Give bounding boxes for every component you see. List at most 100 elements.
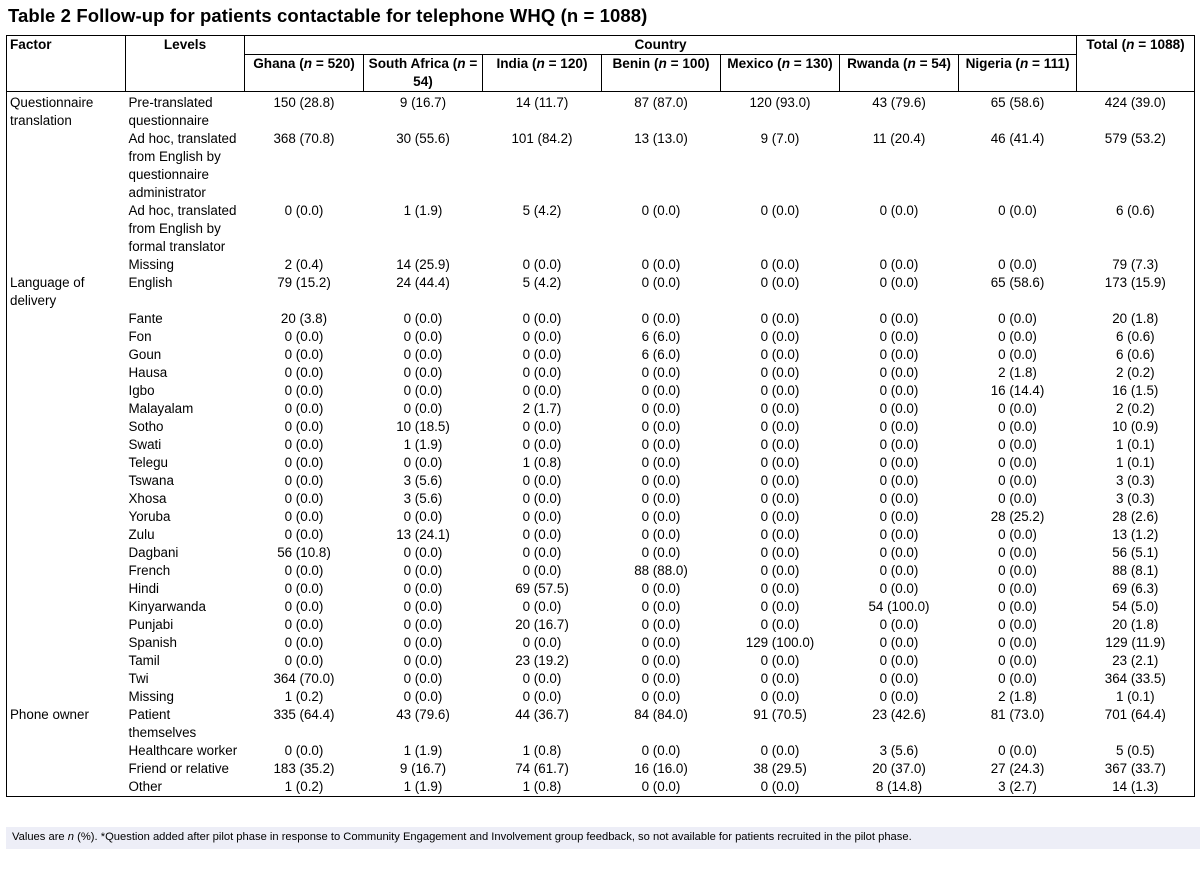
value-cell: 424 (39.0) [1076, 91, 1196, 130]
factor-cell [6, 562, 126, 580]
value-cell: 0 (0.0) [284, 401, 324, 416]
value-cell: 0 (0.0) [998, 329, 1037, 344]
factor-cell [6, 634, 126, 652]
level-cell: Telegu [128, 455, 168, 470]
value-cell: 0 (0.0) [879, 455, 919, 470]
value-cell: 13 (1.2) [1076, 526, 1196, 544]
value-cell: 0 (0.0) [403, 599, 443, 614]
value-cell: 88 (8.1) [1076, 562, 1196, 580]
value-cell: 0 (0.0) [879, 347, 919, 362]
value-cell: 0 (0.0) [760, 563, 800, 578]
value-cell: 0 (0.0) [403, 653, 443, 668]
table-row: Telegu 0 (0.0) 0 (0.0) 1 (0.8) 0 (0.0) 0 (0.0… [6, 454, 1196, 472]
value-cell: 0 (0.0) [641, 401, 681, 416]
factor-cell [6, 436, 126, 454]
value-cell: 0 (0.0) [879, 203, 919, 218]
value-cell: 0 (0.0) [998, 473, 1037, 488]
value-cell: 364 (33.5) [1076, 670, 1196, 688]
value-cell: 0 (0.0) [403, 509, 443, 524]
value-cell: 1 (0.1) [1076, 454, 1196, 472]
header-levels: Levels [125, 35, 245, 92]
value-cell: 0 (0.0) [641, 437, 681, 452]
value-cell: 8 (14.8) [839, 778, 959, 797]
value-cell: 0 (0.0) [760, 437, 800, 452]
value-cell: 0 (0.0) [998, 545, 1037, 560]
level-cell: Missing [128, 257, 174, 272]
value-cell: 0 (0.0) [284, 347, 324, 362]
value-cell: 0 (0.0) [760, 653, 800, 668]
factor-cell [6, 454, 126, 472]
value-cell: 0 (0.0) [760, 329, 800, 344]
value-cell: 0 (0.0) [641, 257, 681, 272]
table-row: Punjabi 0 (0.0) 0 (0.0) 20 (16.7) 0 (0.0) 0 (… [6, 616, 1196, 634]
value-cell: 0 (0.0) [522, 329, 562, 344]
value-cell: 79 (15.2) [277, 275, 331, 290]
value-cell: 0 (0.0) [879, 653, 919, 668]
value-cell: 0 (0.0) [641, 509, 681, 524]
value-cell: 0 (0.0) [641, 689, 681, 704]
value-cell: 0 (0.0) [284, 491, 324, 506]
value-cell: 0 (0.0) [641, 275, 681, 290]
value-cell: 16 (16.0) [634, 761, 688, 776]
value-cell: 1 (0.2) [284, 689, 324, 704]
value-cell: 0 (0.0) [403, 563, 443, 578]
value-cell: 0 (0.0) [998, 617, 1037, 632]
value-cell: 0 (0.0) [760, 401, 800, 416]
level-cell: Tswana [128, 473, 174, 488]
value-cell: 5 (4.2) [522, 203, 562, 218]
value-cell: 0 (0.0) [601, 778, 721, 797]
value-cell: 0 (0.0) [641, 743, 681, 758]
value-cell: 0 (0.0) [760, 581, 800, 596]
level-cell: Ad hoc, translated from English by forma… [128, 203, 237, 254]
table-row: Missing 2 (0.4) 14 (25.9) 0 (0.0) 0 (0.0) 0 (… [6, 256, 1196, 274]
value-cell: 0 (0.0) [998, 257, 1037, 272]
value-cell: 0 (0.0) [522, 509, 562, 524]
level-cell: Spanish [128, 635, 177, 650]
value-cell: 0 (0.0) [760, 203, 800, 218]
value-cell: 10 (18.5) [396, 419, 450, 434]
value-cell: 0 (0.0) [641, 635, 681, 650]
table-row: Fante 20 (3.8) 0 (0.0) 0 (0.0) 0 (0.0) 0 (0.0… [6, 310, 1196, 328]
value-cell: 0 (0.0) [403, 617, 443, 632]
value-cell: 6 (0.6) [1076, 346, 1196, 364]
table-row: Swati 0 (0.0) 1 (1.9) 0 (0.0) 0 (0.0) 0 (0.0)… [6, 436, 1196, 454]
level-cell: Friend or relative [128, 761, 229, 776]
value-cell: 0 (0.0) [284, 563, 324, 578]
value-cell: 0 (0.0) [998, 437, 1037, 452]
table-row: Ad hoc, translated from English by forma… [6, 202, 1196, 256]
value-cell: 0 (0.0) [522, 491, 562, 506]
value-cell: 0 (0.0) [403, 671, 443, 686]
level-cell: French [128, 563, 171, 578]
level-cell: Fante [128, 311, 163, 326]
value-cell: 0 (0.0) [522, 347, 562, 362]
level-cell: Hindi [128, 581, 160, 596]
value-cell: 20 (1.8) [1076, 616, 1196, 634]
header-country-3: Benin (n = 100) [601, 54, 721, 92]
value-cell: 0 (0.0) [760, 347, 800, 362]
value-cell: 54 (100.0) [868, 599, 930, 614]
value-cell: 0 (0.0) [879, 509, 919, 524]
value-cell: 0 (0.0) [879, 581, 919, 596]
table-row: Fon 0 (0.0) 0 (0.0) 0 (0.0) 6 (6.0) 0 (0.0) 0 … [6, 328, 1196, 346]
header-country-4: Mexico (n = 130) [720, 54, 840, 92]
value-cell: 0 (0.0) [403, 455, 443, 470]
table-row: Yoruba 0 (0.0) 0 (0.0) 0 (0.0) 0 (0.0) 0 (0.0… [6, 508, 1196, 526]
value-cell: 6 (6.0) [641, 347, 681, 362]
table-header: Factor Levels Country Total (n = 1088) G… [6, 35, 1196, 92]
value-cell: 0 (0.0) [879, 383, 919, 398]
value-cell: 0 (0.0) [760, 491, 800, 506]
value-cell: 0 (0.0) [284, 509, 324, 524]
value-cell: 0 (0.0) [284, 383, 324, 398]
value-cell: 0 (0.0) [403, 347, 443, 362]
value-cell: 0 (0.0) [879, 671, 919, 686]
factor-cell [6, 598, 126, 616]
value-cell: 3 (0.3) [1076, 472, 1196, 490]
factor-cell [6, 616, 126, 634]
level-cell: Malayalam [128, 401, 194, 416]
value-cell: 0 (0.0) [403, 545, 443, 560]
value-cell: 0 (0.0) [879, 329, 919, 344]
value-cell: 0 (0.0) [879, 257, 919, 272]
value-cell: 0 (0.0) [998, 671, 1037, 686]
factor-cell [6, 202, 126, 256]
factor-cell: Questionnaire translation [6, 91, 126, 130]
